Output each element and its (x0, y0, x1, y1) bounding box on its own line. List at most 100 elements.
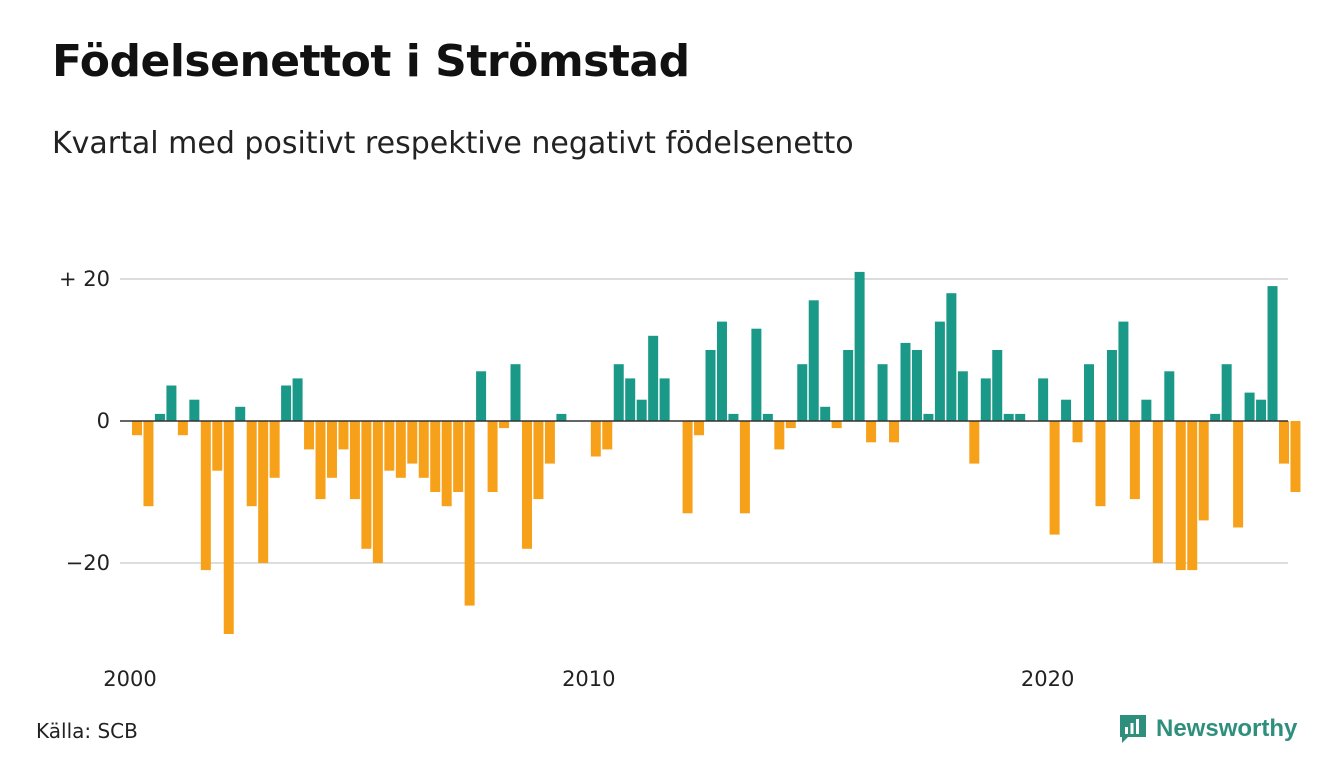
bar-negative (212, 421, 223, 471)
bar-negative (430, 421, 441, 492)
bar-positive (946, 293, 957, 421)
source-note: Källa: SCB (36, 719, 138, 743)
bar-positive (854, 271, 865, 421)
bar-positive (820, 406, 831, 421)
chart-title: Födelsenettot i Strömstad (52, 36, 690, 87)
bar-negative (1129, 421, 1140, 500)
bar-negative (258, 421, 269, 563)
bar-negative (143, 421, 154, 507)
y-tick-label: + 20 (59, 267, 110, 291)
bar-negative (774, 421, 785, 450)
bar-positive (934, 321, 945, 421)
bar-positive (659, 378, 670, 421)
bar-negative (1198, 421, 1209, 521)
bar-positive (1061, 399, 1072, 421)
bar-positive (705, 350, 716, 421)
bar-negative (889, 421, 900, 443)
bar-negative (739, 421, 750, 514)
bar-positive (980, 378, 991, 421)
bar-negative (1279, 421, 1289, 464)
bar-negative (590, 421, 601, 457)
bar-positive (1210, 413, 1221, 421)
bar-negative (372, 421, 383, 563)
bar-positive (911, 350, 922, 421)
bar-positive (281, 385, 292, 421)
bar-negative (969, 421, 980, 464)
bar-positive (625, 378, 636, 421)
bar-positive (476, 371, 487, 421)
bar-positive (900, 342, 911, 421)
bar-negative (521, 421, 532, 549)
y-axis-labels: + 20 0 −20 (59, 267, 110, 575)
bar-negative (544, 421, 555, 464)
x-tick-label: 2020 (1021, 667, 1074, 691)
bar-positive (762, 413, 773, 421)
bar-negative (269, 421, 280, 478)
bar-negative (349, 421, 360, 500)
bar-negative (223, 421, 234, 634)
bar-negative (361, 421, 372, 549)
bar-positive (1003, 413, 1014, 421)
bar-positive (957, 371, 968, 421)
bar-positive (1267, 286, 1278, 421)
bar-positive (797, 364, 808, 421)
bars (132, 271, 1301, 634)
bar-negative (533, 421, 544, 500)
bar-negative (177, 421, 188, 436)
bar-positive (154, 413, 165, 421)
bar-positive (728, 413, 739, 421)
bar-negative (694, 421, 705, 436)
bar-positive (923, 413, 934, 421)
brand-name: Newsworthy (1156, 715, 1298, 742)
bar-positive (1221, 364, 1232, 421)
bar-negative (1290, 421, 1301, 492)
bar-negative (487, 421, 498, 492)
bar-positive (636, 399, 647, 421)
bar-negative (453, 421, 464, 492)
x-tick-label: 2010 (562, 667, 615, 691)
bar-negative (1095, 421, 1106, 507)
bar-positive (992, 350, 1003, 421)
bar-positive (1256, 399, 1267, 421)
bar-positive (877, 364, 888, 421)
bar-positive (716, 321, 727, 421)
bar-positive (1118, 321, 1129, 421)
bar-negative (407, 421, 418, 464)
bar-positive (648, 335, 659, 421)
bar-negative (326, 421, 337, 478)
bar-positive (166, 385, 177, 421)
bar-positive (292, 378, 303, 421)
bar-negative (602, 421, 613, 450)
x-axis-labels: 2000 2010 2020 (103, 667, 1074, 691)
grid-lines (120, 278, 1288, 564)
bar-positive (556, 413, 567, 421)
bar-negative (831, 421, 842, 429)
brand: Newsworthy (1118, 713, 1297, 745)
bar-positive (1244, 392, 1255, 421)
bar-positive (751, 328, 762, 421)
bar-negative (785, 421, 796, 429)
bar-positive (189, 399, 200, 421)
bar-negative (315, 421, 326, 500)
bar-negative (866, 421, 877, 443)
bar-negative (338, 421, 349, 450)
bar-negative (1175, 421, 1186, 571)
bar-positive (510, 364, 521, 421)
bar-positive (1106, 350, 1117, 421)
bar-negative (418, 421, 429, 478)
bar-negative (1049, 421, 1060, 535)
bar-positive (808, 300, 819, 421)
bar-positive (1141, 399, 1152, 421)
bar-negative (464, 421, 475, 606)
bar-positive (1038, 378, 1049, 421)
bar-negative (499, 421, 510, 429)
bar-positive (235, 406, 246, 421)
bar-negative (132, 421, 142, 436)
bar-negative (246, 421, 257, 507)
bar-negative (384, 421, 395, 471)
bar-negative (395, 421, 406, 478)
bar-positive (1084, 364, 1095, 421)
bar-negative (682, 421, 693, 514)
bar-positive (1164, 371, 1175, 421)
